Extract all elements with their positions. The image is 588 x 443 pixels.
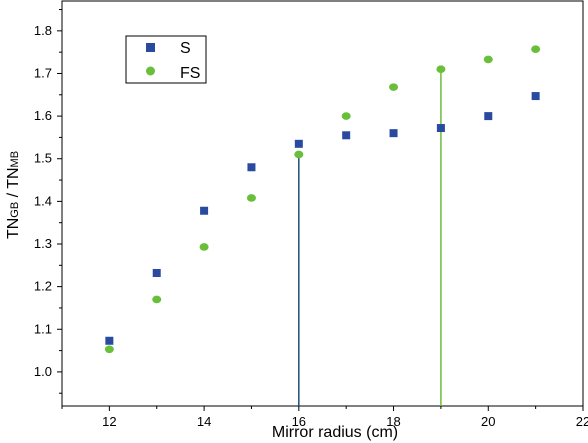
y-tick-label: 1.0 bbox=[34, 364, 52, 379]
y-axis-title-main: TN bbox=[5, 218, 22, 239]
series-fs-point bbox=[531, 45, 541, 53]
series-fs-point bbox=[246, 194, 256, 202]
x-tick-label: 20 bbox=[481, 414, 495, 429]
y-axis-title-sep: / TN bbox=[5, 167, 22, 201]
y-tick-label: 1.3 bbox=[34, 236, 52, 251]
y-tick-label: 1.1 bbox=[34, 321, 52, 336]
legend: S FS bbox=[125, 35, 207, 84]
series-s-point bbox=[389, 129, 398, 138]
x-axis-title: Mirror radius (cm) bbox=[272, 424, 398, 441]
y-axis-title: TNGB / TNMB bbox=[5, 151, 22, 239]
series-fs-point bbox=[483, 55, 493, 64]
y-tick-label: 1.5 bbox=[34, 151, 52, 166]
x-tick-label: 18 bbox=[386, 414, 400, 429]
series-s-point bbox=[342, 131, 351, 140]
y-tick-label: 1.7 bbox=[34, 65, 52, 80]
legend-box bbox=[125, 35, 207, 84]
series-s-point bbox=[294, 139, 303, 148]
x-tick-label: 14 bbox=[197, 414, 211, 429]
plot-frame bbox=[61, 0, 584, 407]
x-tick-label: 16 bbox=[292, 414, 306, 429]
series-fs-point bbox=[341, 112, 351, 120]
legend-circle-marker bbox=[146, 66, 155, 76]
series-fs-point bbox=[152, 295, 162, 304]
legend-label-fs: FS bbox=[180, 65, 200, 82]
x-tick-label: 22 bbox=[576, 414, 588, 429]
y-tick-label: 1.2 bbox=[34, 279, 52, 294]
series-s-point bbox=[531, 92, 540, 101]
x-axis: 12 14 16 18 20 22 bbox=[61, 406, 588, 429]
legend-square-marker bbox=[146, 43, 155, 52]
series-fs-point bbox=[436, 65, 446, 74]
series-fs-point bbox=[104, 345, 114, 354]
y-tick-label: 1.6 bbox=[34, 108, 52, 123]
series-s-point bbox=[105, 336, 114, 345]
series-s-point bbox=[436, 124, 445, 133]
series-fs-point bbox=[294, 150, 304, 159]
y-axis-title-sub2: MB bbox=[9, 151, 21, 168]
y-tick-label: 1.4 bbox=[34, 193, 52, 208]
reference-lines bbox=[298, 69, 442, 406]
series-s-point bbox=[247, 163, 256, 172]
series-fs-point bbox=[389, 83, 399, 91]
y-tick-label: 1.8 bbox=[34, 23, 52, 38]
series-s-point bbox=[200, 206, 209, 215]
data-points bbox=[104, 45, 541, 354]
plot-area bbox=[61, 0, 584, 407]
y-axis-title-sub1: GB bbox=[9, 202, 21, 218]
series-fs-point bbox=[199, 243, 209, 251]
series-s-point bbox=[152, 268, 161, 277]
legend-label-s: S bbox=[180, 40, 191, 57]
y-axis: 1.0 1.1 1.2 1.3 1.4 1.5 1.6 1.7 1.8 bbox=[34, 9, 62, 394]
x-tick-label: 12 bbox=[102, 414, 116, 429]
series-s-point bbox=[484, 112, 493, 121]
